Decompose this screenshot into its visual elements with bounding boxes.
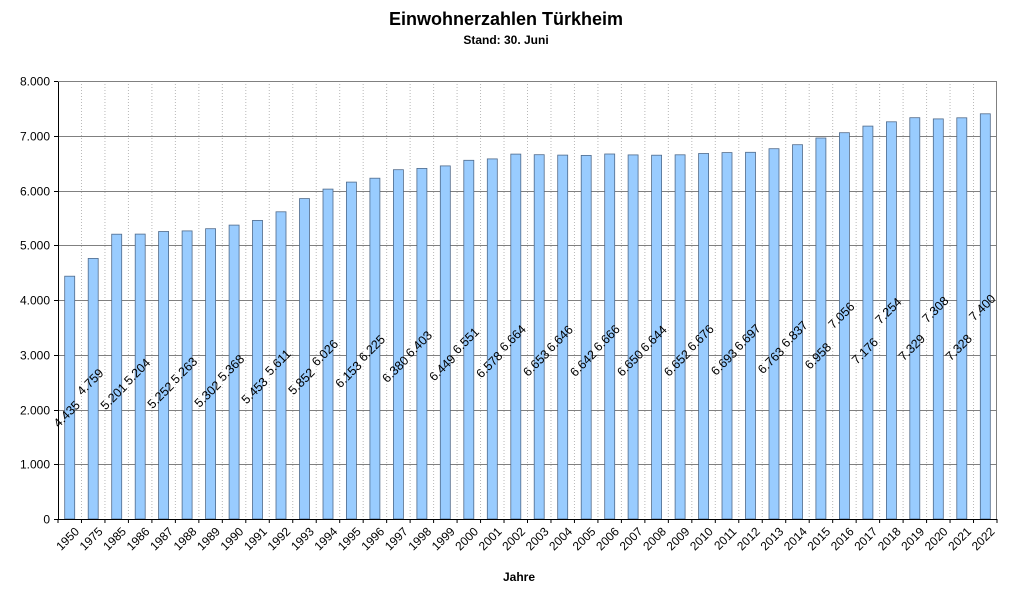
x-tick-label: 1993 — [288, 524, 317, 553]
x-tick-label: 2008 — [640, 524, 669, 553]
bar — [111, 233, 123, 520]
bar — [580, 154, 592, 520]
x-tick-label: 2018 — [875, 524, 904, 553]
x-tick-label: 2007 — [617, 524, 646, 553]
bar — [439, 165, 451, 520]
x-tick-label: 1994 — [312, 524, 341, 553]
x-tick-label: 1985 — [100, 524, 129, 553]
x-tick-label: 2005 — [570, 524, 599, 553]
x-tick-label: 2004 — [546, 524, 575, 553]
bar — [205, 228, 217, 520]
bar — [674, 154, 686, 520]
x-tick-label: 2014 — [781, 524, 810, 553]
x-tick-label: 2020 — [922, 524, 951, 553]
x-tick-label: 1990 — [218, 524, 247, 553]
x-tick-label: 2013 — [758, 524, 787, 553]
bars — [64, 113, 991, 520]
x-tick-label: 1998 — [405, 524, 434, 553]
x-tick-label: 2010 — [687, 524, 716, 553]
x-axis-label: Jahre — [502, 570, 536, 584]
x-tick-label: 1997 — [382, 524, 411, 553]
x-tick-label: 2009 — [664, 524, 693, 553]
y-tick-label: 2.000 — [20, 404, 50, 418]
x-tick-label: 1991 — [241, 524, 270, 553]
x-tick-label: 2002 — [499, 524, 528, 553]
bar — [392, 169, 404, 520]
x-tick-label: 2011 — [711, 524, 739, 552]
bar — [956, 117, 968, 520]
x-tick-label: 1995 — [335, 524, 364, 553]
bar — [486, 158, 498, 520]
y-tick-label: 5.000 — [20, 239, 50, 253]
grid — [58, 81, 997, 519]
y-tick-label: 6.000 — [20, 185, 50, 199]
x-tick-label: 1992 — [265, 524, 294, 553]
x-tick-label: 1987 — [147, 524, 176, 553]
x-tick-label: 2016 — [828, 524, 857, 553]
x-tick-label: 2017 — [851, 524, 880, 553]
chart-title: Einwohnerzahlen Türkheim — [388, 9, 624, 29]
x-tick-label: 2001 — [476, 524, 505, 553]
y-tick-label: 3.000 — [20, 349, 50, 363]
x-tick-label: 2015 — [804, 524, 833, 553]
bar — [862, 125, 874, 520]
x-tick-label: 1950 — [53, 524, 82, 553]
bar — [533, 154, 545, 520]
bar — [909, 117, 921, 520]
bar — [252, 219, 263, 520]
x-tick-label: 1989 — [194, 524, 223, 553]
x-tick-label: 2022 — [969, 524, 998, 553]
x-tick-label: 1975 — [77, 524, 106, 553]
bar — [815, 137, 827, 520]
y-tick-label: 7.000 — [20, 130, 50, 144]
x-tick-label: 1988 — [171, 524, 200, 553]
y-tick-label: 4.000 — [20, 294, 50, 308]
x-tick-label: 2006 — [593, 524, 622, 553]
x-tick-label: 2000 — [452, 524, 481, 553]
x-tick-label: 1996 — [358, 524, 387, 553]
bar — [721, 152, 733, 520]
y-tick-label: 1.000 — [20, 458, 50, 472]
bar — [627, 154, 639, 520]
bar — [768, 148, 780, 520]
x-tick-label: 2003 — [523, 524, 552, 553]
y-tick-label: 8.000 — [20, 75, 50, 89]
x-tick-label: 2012 — [734, 524, 763, 553]
bar — [345, 181, 357, 520]
chart-subtitle: Stand: 30. Juni — [463, 33, 549, 47]
bar — [64, 275, 76, 520]
y-tick-label: 0 — [43, 513, 50, 527]
bar — [158, 231, 170, 520]
x-tick-label: 1986 — [124, 524, 153, 553]
x-tick-label: 2019 — [898, 524, 927, 553]
x-tick-label: 1999 — [429, 524, 458, 553]
x-tick-label: 2021 — [945, 524, 974, 553]
